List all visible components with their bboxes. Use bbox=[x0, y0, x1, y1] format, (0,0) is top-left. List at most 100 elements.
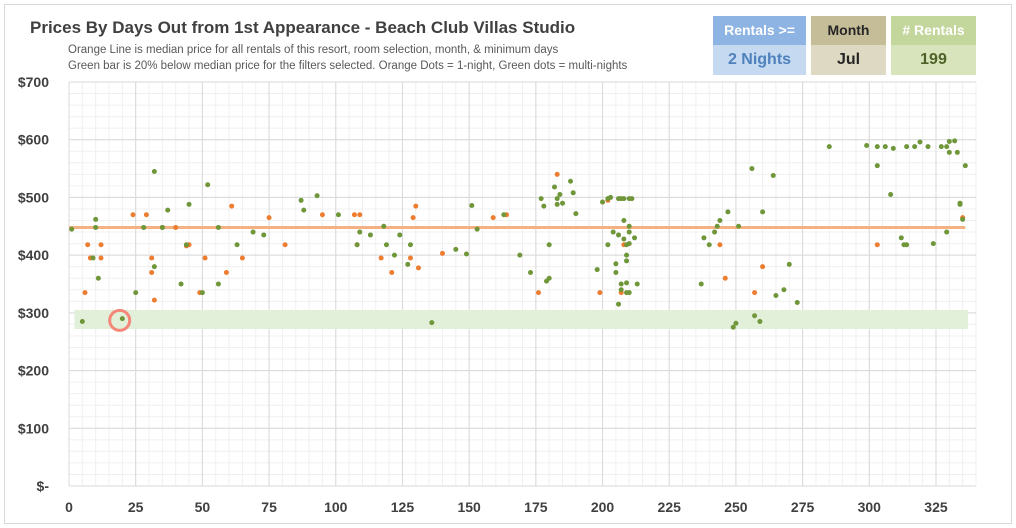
orange-data-point bbox=[149, 255, 155, 261]
y-tick-label: $300 bbox=[18, 305, 49, 321]
chart-subtitle-line-2: Green bar is 20% below median price for … bbox=[68, 60, 628, 72]
green-data-point bbox=[632, 235, 638, 241]
orange-data-point bbox=[229, 203, 235, 209]
rental-count-header: # Rentals bbox=[891, 16, 976, 45]
green-data-point bbox=[298, 197, 304, 203]
green-data-point bbox=[944, 144, 950, 150]
green-data-point bbox=[474, 226, 480, 232]
green-data-point bbox=[626, 223, 632, 229]
green-data-point bbox=[133, 290, 139, 296]
green-data-point bbox=[725, 209, 731, 215]
x-tick-label: 225 bbox=[658, 499, 682, 515]
green-data-point bbox=[946, 149, 952, 155]
green-data-point bbox=[613, 261, 619, 267]
orange-data-point bbox=[554, 171, 560, 177]
orange-data-point bbox=[536, 290, 542, 296]
green-data-point bbox=[568, 178, 574, 184]
green-data-point bbox=[405, 261, 411, 267]
green-data-point bbox=[874, 144, 880, 150]
green-data-point bbox=[752, 313, 758, 319]
x-tick-label: 300 bbox=[858, 499, 882, 515]
green-data-point bbox=[397, 232, 403, 238]
minor-gridlines bbox=[68, 81, 977, 487]
month-filter-value[interactable]: Jul bbox=[811, 45, 886, 75]
green-data-point bbox=[538, 196, 544, 202]
orange-data-point bbox=[760, 264, 766, 270]
orange-data-point bbox=[415, 265, 421, 271]
orange-data-point bbox=[239, 255, 245, 261]
x-tick-label: 25 bbox=[128, 499, 144, 515]
orange-data-point bbox=[98, 242, 104, 248]
green-data-point bbox=[629, 196, 635, 202]
green-data-point bbox=[69, 226, 75, 232]
green-data-point bbox=[946, 138, 952, 144]
rentals-filter-card[interactable]: Rentals >= 2 Nights bbox=[713, 16, 806, 75]
green-data-point bbox=[541, 203, 547, 209]
green-data-point bbox=[626, 290, 632, 296]
green-data-point bbox=[407, 242, 413, 248]
green-data-point bbox=[215, 281, 221, 287]
rentals-filter-header: Rentals >= bbox=[713, 16, 806, 45]
green-data-point bbox=[626, 241, 632, 247]
green-data-point bbox=[626, 229, 632, 235]
green-data-point bbox=[165, 207, 171, 213]
green-data-point bbox=[429, 320, 435, 326]
green-data-point bbox=[119, 316, 125, 322]
green-data-point bbox=[917, 139, 923, 145]
green-data-point bbox=[357, 229, 363, 235]
green-data-point bbox=[557, 192, 563, 198]
orange-data-point bbox=[85, 242, 91, 248]
data-points bbox=[69, 138, 968, 330]
green-data-point bbox=[608, 194, 614, 200]
orange-data-point bbox=[378, 255, 384, 261]
green-data-point bbox=[826, 144, 832, 150]
green-data-point bbox=[757, 319, 763, 325]
rentals-filter-value[interactable]: 2 Nights bbox=[713, 45, 806, 75]
x-tick-label: 50 bbox=[195, 499, 211, 515]
green-data-point bbox=[714, 223, 720, 229]
month-filter-card[interactable]: Month Jul bbox=[811, 16, 886, 75]
green-data-point bbox=[770, 172, 776, 178]
orange-data-point bbox=[410, 215, 416, 221]
green-data-point bbox=[453, 246, 459, 252]
green-data-point bbox=[463, 251, 469, 257]
green-data-point bbox=[199, 290, 205, 296]
green-data-point bbox=[613, 269, 619, 275]
orange-data-point bbox=[149, 269, 155, 275]
green-data-point bbox=[354, 242, 360, 248]
green-data-point bbox=[634, 281, 640, 287]
orange-data-point bbox=[389, 269, 395, 275]
green-data-point bbox=[962, 163, 968, 169]
green-data-point bbox=[698, 281, 704, 287]
green-data-point bbox=[391, 252, 397, 258]
green-data-point bbox=[570, 190, 576, 196]
green-data-point bbox=[261, 232, 267, 238]
orange-data-point bbox=[407, 255, 413, 261]
green-data-point bbox=[469, 203, 475, 209]
green-data-point bbox=[618, 281, 624, 287]
rental-count-value: 199 bbox=[891, 45, 976, 75]
green-data-point bbox=[93, 216, 99, 222]
green-data-point bbox=[594, 267, 600, 273]
y-tick-label: $- bbox=[37, 478, 50, 494]
green-data-point bbox=[952, 138, 958, 144]
green-data-point bbox=[960, 216, 966, 222]
green-data-point bbox=[367, 232, 373, 238]
green-data-point bbox=[701, 235, 707, 241]
green-data-point bbox=[383, 242, 389, 248]
x-tick-label: 75 bbox=[261, 499, 277, 515]
green-data-point bbox=[888, 192, 894, 198]
green-data-point bbox=[605, 242, 611, 248]
green-data-point bbox=[773, 293, 779, 299]
green-data-point bbox=[250, 229, 256, 235]
green-data-point bbox=[730, 324, 736, 330]
x-tick-label: 200 bbox=[591, 499, 615, 515]
green-data-point bbox=[151, 168, 157, 174]
green-data-point bbox=[517, 252, 523, 258]
green-data-point bbox=[528, 269, 534, 275]
chart-subtitle-line-1: Orange Line is median price for all rent… bbox=[68, 44, 559, 56]
x-tick-label: 325 bbox=[924, 499, 948, 515]
y-tick-label: $600 bbox=[18, 132, 49, 148]
green-data-point bbox=[205, 182, 211, 188]
